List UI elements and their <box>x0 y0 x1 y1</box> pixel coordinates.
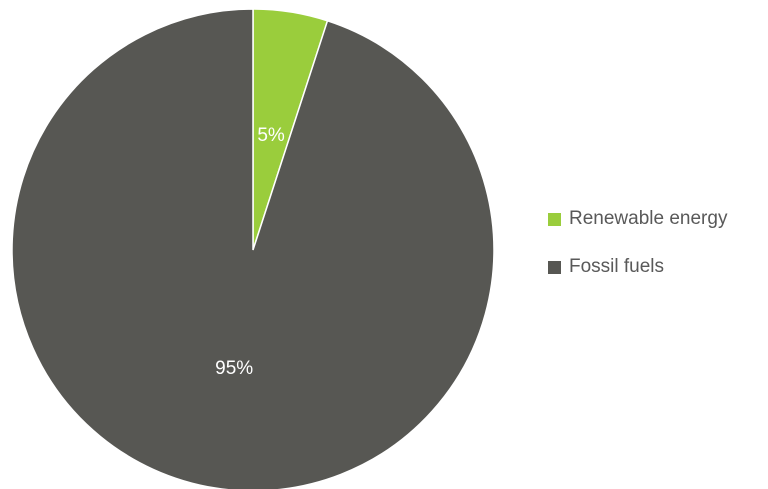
legend: Renewable energy Fossil fuels <box>548 207 727 303</box>
legend-item-renewable-energy: Renewable energy <box>548 207 727 231</box>
legend-swatch-fossil-fuels <box>548 260 561 274</box>
data-label-renewable-energy: 5% <box>257 125 285 146</box>
legend-item-fossil-fuels: Fossil fuels <box>548 255 727 279</box>
pie-slice-fossil-fuels <box>11 8 495 489</box>
pie-data-labels: 5% 95% <box>215 125 285 379</box>
legend-label-fossil-fuels: Fossil fuels <box>569 256 665 277</box>
pie-slices <box>11 8 495 489</box>
legend-swatch-renewable-energy <box>548 212 561 226</box>
legend-label-renewable-energy: Renewable energy <box>569 208 728 229</box>
data-label-fossil-fuels: 95% <box>215 358 253 379</box>
